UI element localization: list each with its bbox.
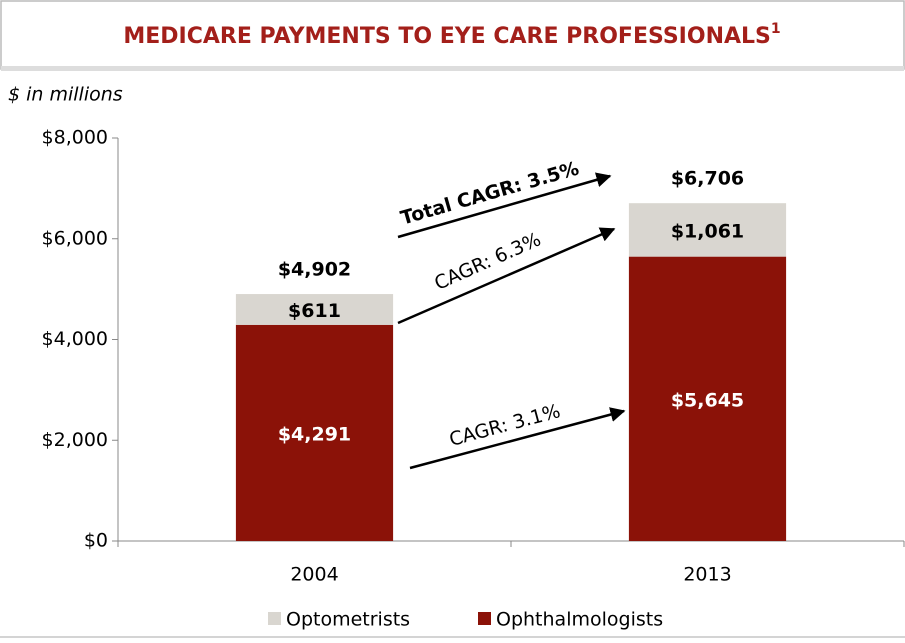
x-tick-label: 2013 bbox=[683, 564, 731, 586]
annotation: Total CAGR: 3.5% bbox=[398, 158, 581, 230]
title-text: MEDICARE PAYMENTS TO EYE CARE PROFESSION… bbox=[123, 24, 771, 49]
subtitle: $ in millions bbox=[8, 84, 123, 106]
bar-segment bbox=[628, 256, 787, 541]
total-label: $4,902 bbox=[278, 259, 351, 281]
legend-swatch bbox=[478, 612, 491, 625]
chart-title: MEDICARE PAYMENTS TO EYE CARE PROFESSION… bbox=[123, 21, 780, 49]
y-tick-label: $6,000 bbox=[42, 227, 108, 249]
bar-segment bbox=[235, 294, 394, 325]
title-footnote: 1 bbox=[771, 21, 781, 37]
total-label: $6,706 bbox=[671, 168, 744, 190]
bar-segment bbox=[628, 203, 787, 257]
data-label: $4,291 bbox=[278, 423, 351, 445]
x-tick-label: 2004 bbox=[290, 564, 338, 586]
data-label: $5,645 bbox=[671, 389, 744, 411]
legend-label: Ophthalmologists bbox=[496, 609, 663, 631]
arrow bbox=[397, 172, 612, 239]
data-label: $1,061 bbox=[671, 220, 744, 242]
data-label: $611 bbox=[288, 300, 341, 322]
legend-swatch bbox=[268, 612, 281, 625]
legend-label: Optometrists bbox=[286, 609, 410, 631]
annotations: Total CAGR: 3.5% CAGR: 6.3% CAGR: 3.1% bbox=[397, 158, 626, 470]
title-box bbox=[0, 0, 905, 70]
y-tick-label: $8,000 bbox=[42, 127, 108, 149]
y-tick-label: $0 bbox=[84, 530, 108, 552]
title-shadow bbox=[1, 66, 904, 71]
arrow bbox=[397, 227, 616, 325]
arrow bbox=[409, 407, 626, 470]
y-tick-label: $2,000 bbox=[42, 429, 108, 451]
y-tick-label: $4,000 bbox=[42, 328, 108, 350]
bar-segment bbox=[235, 324, 394, 541]
